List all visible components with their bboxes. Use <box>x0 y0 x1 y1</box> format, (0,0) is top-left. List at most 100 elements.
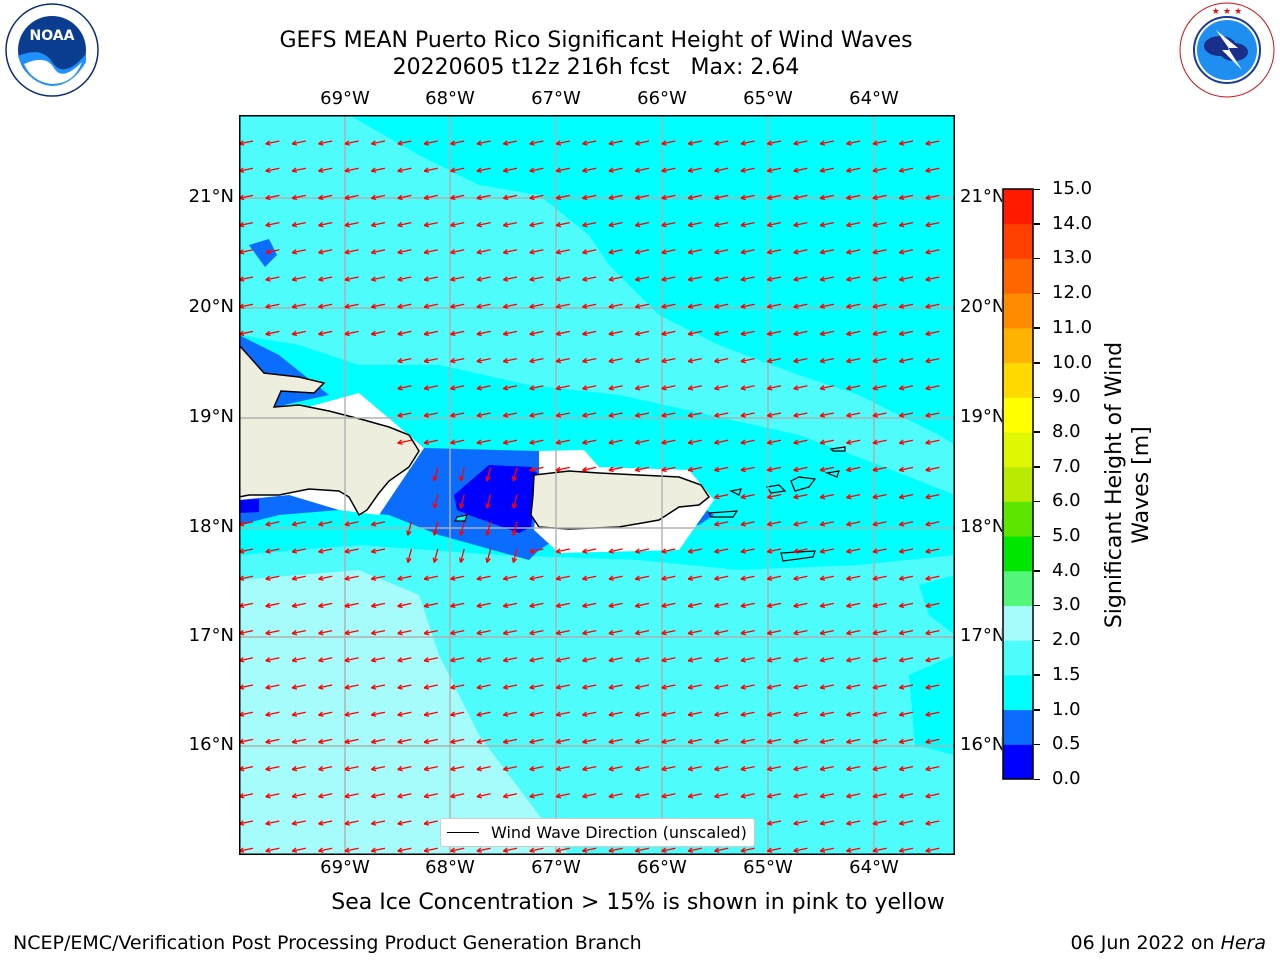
wave-arrow-342 <box>486 521 492 536</box>
wave-arrow-44 <box>687 167 702 172</box>
wave-arrow-head-385 <box>370 575 377 581</box>
wave-arrow-head-2 <box>291 140 298 146</box>
wave-arrow-470 <box>476 657 491 662</box>
wave-arrow-100 <box>740 221 755 227</box>
wave-arrow-302 <box>486 467 492 482</box>
colorbar-segment-3 <box>1003 640 1033 676</box>
wave-arrow-600 <box>344 793 359 798</box>
wave-arrow-299 <box>925 439 940 444</box>
wave-arrow-head-379 <box>925 548 931 554</box>
colorbar-segment-12 <box>1003 327 1033 364</box>
wave-arrow-661 <box>529 847 544 852</box>
wave-arrow-head-454 <box>766 629 773 636</box>
wave-arrow-head-314 <box>793 466 799 473</box>
wave-arrow-head-197 <box>450 330 456 337</box>
wave-arrow-408 <box>265 602 280 607</box>
wave-arrow-375 <box>819 548 834 553</box>
wave-arrow-head-501 <box>582 684 588 690</box>
wave-arrow-head-443 <box>476 629 482 636</box>
wave-arrow-head-395 <box>634 575 641 581</box>
wave-arrow-651 <box>265 847 280 852</box>
wave-arrow-head-666 <box>661 847 667 853</box>
colorbar-label: Significant Height of Wind Waves [m] <box>1102 341 1154 629</box>
wave-arrow-head-91 <box>502 221 509 228</box>
wave-arrow-206 <box>687 330 702 335</box>
wave-arrow-449 <box>635 629 650 635</box>
svg-text:★ ★ ★: ★ ★ ★ <box>1212 7 1242 17</box>
wave-arrow-9 <box>476 140 491 145</box>
wave-arrow-250 <box>740 385 755 390</box>
wave-arrow-457 <box>846 629 861 635</box>
wave-arrow-head-117 <box>476 249 482 255</box>
wave-arrow-542 <box>239 738 254 743</box>
wave-arrow-head-15 <box>634 140 641 146</box>
wave-arrow-450 <box>661 629 676 635</box>
wave-arrow-head-615 <box>740 793 746 799</box>
wave-arrow-12 <box>555 140 570 145</box>
wave-arrow-316 <box>846 466 861 471</box>
wave-arrow-271 <box>740 412 755 417</box>
wave-arrow-head-562 <box>766 738 773 745</box>
wave-arrow-head-459 <box>898 629 905 636</box>
wave-arrow-head-180 <box>714 303 720 309</box>
wave-arrow-265 <box>582 412 597 417</box>
wave-arrow-head-577 <box>450 765 456 772</box>
wave-arrow-head-550 <box>450 738 456 745</box>
wave-arrow-head-367 <box>608 548 614 554</box>
wave-arrow-head-320 <box>432 503 438 509</box>
wave-arrow-513 <box>899 684 914 689</box>
wave-arrow-head-475 <box>608 657 614 663</box>
wave-arrow-head-168 <box>397 303 403 309</box>
wave-arrow-head-450 <box>661 629 667 636</box>
wave-arrow-281 <box>450 439 465 444</box>
wave-arrow-head-446 <box>555 629 562 636</box>
wave-arrow-head-199 <box>502 330 509 337</box>
wave-arrow-597 <box>265 793 280 798</box>
wave-arrow-406 <box>925 575 940 580</box>
wave-arrow-526 <box>529 711 544 716</box>
wave-arrow-51 <box>872 167 887 172</box>
wave-arrow-head-628 <box>370 820 377 826</box>
wave-arrow-184 <box>819 303 834 308</box>
wave-arrow-404 <box>872 575 887 580</box>
wave-arrow-477 <box>661 657 676 662</box>
wave-arrow-627 <box>344 820 359 825</box>
wave-arrow-294 <box>793 439 808 444</box>
wave-arrow-head-523 <box>450 711 456 717</box>
wave-arrow-201 <box>555 330 570 335</box>
wave-arrow-head-346 <box>766 521 773 527</box>
wave-arrow-223 <box>582 357 597 363</box>
wave-arrow-head-68 <box>608 194 614 201</box>
wave-band-0-0.5m <box>454 465 539 533</box>
wave-arrow-head-548 <box>397 738 403 745</box>
wave-arrow-251 <box>767 385 782 390</box>
wave-arrow-head-103 <box>819 221 826 228</box>
wave-arrow-head-389 <box>476 575 482 581</box>
wave-arrow-146 <box>529 276 544 281</box>
wave-arrow-337 <box>344 521 359 526</box>
wave-arrow-664 <box>608 847 623 852</box>
wave-arrow-head-196 <box>423 330 430 337</box>
wave-arrow-head-479 <box>714 657 720 663</box>
wave-arrow-head-311 <box>714 466 720 473</box>
wave-arrow-350 <box>872 521 887 526</box>
wave-arrow-head-242 <box>529 385 535 391</box>
wave-arrow-head-441 <box>423 629 430 636</box>
wave-arrow-97 <box>661 221 676 227</box>
wave-arrow-head-595 <box>925 765 931 772</box>
wave-arrow-233 <box>846 357 861 363</box>
wave-arrow-423 <box>661 602 676 607</box>
wave-arrow-head-323 <box>511 503 518 509</box>
wave-arrow-366 <box>582 548 597 553</box>
wave-arrow-585 <box>661 765 676 771</box>
wave-arrow-175 <box>582 303 597 308</box>
wave-arrow-554 <box>555 738 570 743</box>
wave-arrow-head-447 <box>582 629 588 636</box>
wave-arrow-653 <box>318 847 333 852</box>
wave-arrow-420 <box>582 602 597 607</box>
wave-arrow-head-7 <box>423 140 430 146</box>
wave-arrow-head-553 <box>529 738 535 745</box>
wave-arrow-356 <box>318 548 333 553</box>
wave-arrow-head-361 <box>459 557 465 563</box>
wave-arrow-head-55 <box>265 194 271 201</box>
